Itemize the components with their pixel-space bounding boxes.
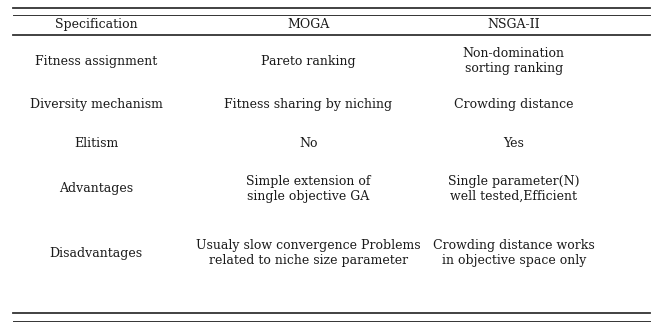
Text: Fitness sharing by niching: Fitness sharing by niching	[224, 98, 392, 111]
Text: Pareto ranking: Pareto ranking	[261, 55, 355, 68]
Text: NSGA-II: NSGA-II	[487, 18, 540, 31]
Text: Crowding distance: Crowding distance	[454, 98, 573, 111]
Text: Fitness assignment: Fitness assignment	[35, 55, 157, 68]
Text: MOGA: MOGA	[287, 18, 330, 31]
Text: Crowding distance works
in objective space only: Crowding distance works in objective spa…	[433, 239, 595, 267]
Text: Advantages: Advantages	[59, 182, 133, 195]
Text: No: No	[299, 137, 318, 151]
Text: Usualy slow convergence Problems
related to niche size parameter: Usualy slow convergence Problems related…	[196, 239, 420, 267]
Text: Specification: Specification	[55, 18, 137, 31]
Text: Diversity mechanism: Diversity mechanism	[30, 98, 162, 111]
Text: Yes: Yes	[503, 137, 524, 151]
Text: Elitism: Elitism	[74, 137, 118, 151]
Text: Single parameter(N)
well tested,Efficient: Single parameter(N) well tested,Efficien…	[448, 175, 579, 203]
Text: Disadvantages: Disadvantages	[50, 247, 143, 260]
Text: Simple extension of
single objective GA: Simple extension of single objective GA	[246, 175, 371, 203]
Text: Non-domination
sorting ranking: Non-domination sorting ranking	[463, 47, 565, 75]
